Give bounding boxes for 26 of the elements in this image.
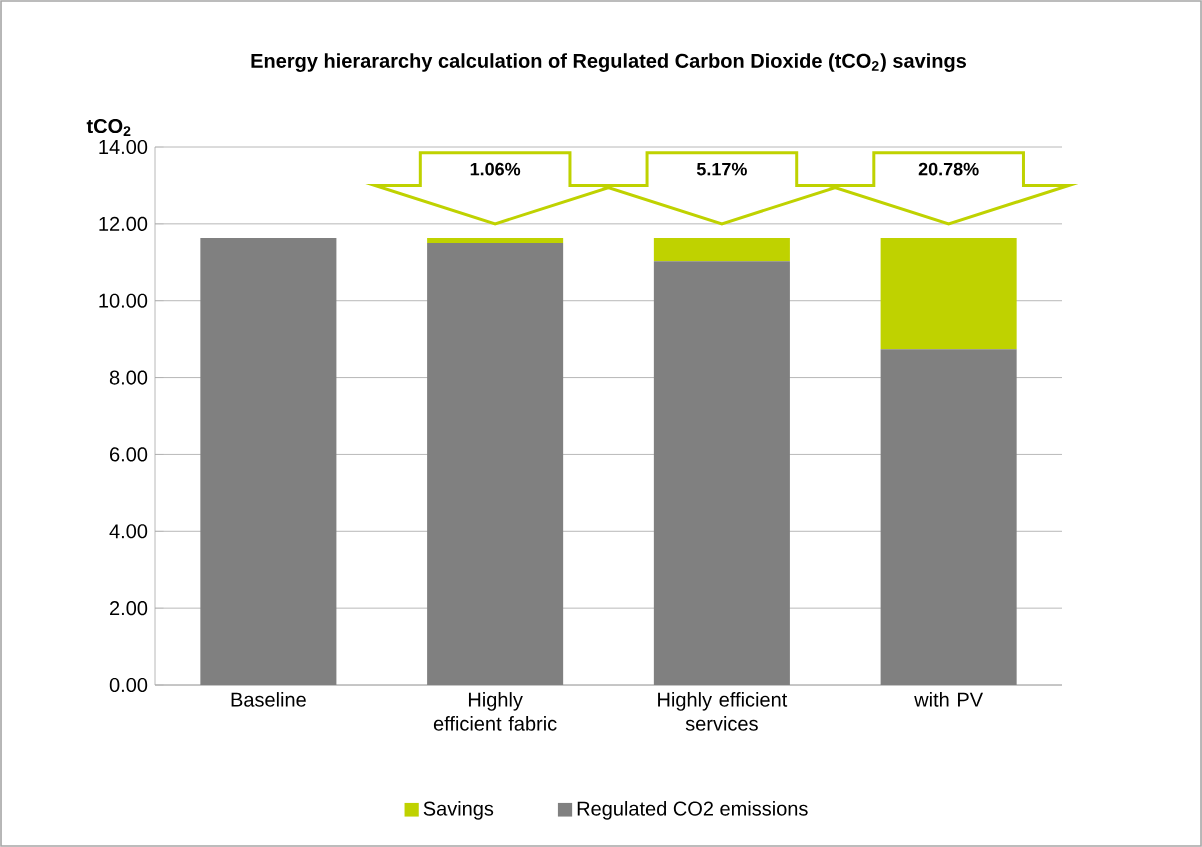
bar	[653, 261, 790, 685]
bar	[880, 349, 1017, 685]
bar	[427, 238, 564, 244]
x-tick-label: Highly efficient services	[658, 692, 788, 731]
y-tick-label: 6.00	[110, 447, 148, 462]
x-tick-label: Highly efficient fabric	[433, 692, 557, 731]
chart-title: Energy hierararchy calculation of Regulated Carbon Dioxide (tCO$_{2}$) savings	[251, 53, 967, 72]
y-tick-label: 2.00	[110, 601, 148, 616]
annotation: 1.06%	[470, 162, 521, 176]
y-tick-label: 0.00	[109, 677, 148, 693]
bar	[653, 238, 790, 262]
bar	[427, 243, 564, 685]
annotation: 20.78%	[918, 162, 979, 176]
x-tick-label: Baseline	[231, 692, 306, 707]
y-tick-label: 4.00	[109, 524, 148, 539]
x-tick-label: with PV	[914, 692, 984, 707]
y-tick-label: 12.00	[99, 216, 148, 231]
y-axis-title: tCO$_{2}$	[86, 118, 131, 136]
bar	[200, 238, 337, 685]
y-tick-label: 14.00	[99, 139, 148, 155]
y-tick-label: 8.00	[109, 370, 148, 385]
bar	[880, 238, 1017, 350]
annotation: 5.17%	[696, 162, 747, 176]
legend-label: Regulated CO2 emissions	[577, 801, 808, 820]
y-tick-label: 10.00	[99, 293, 148, 308]
legend-label: Savings	[423, 801, 494, 820]
